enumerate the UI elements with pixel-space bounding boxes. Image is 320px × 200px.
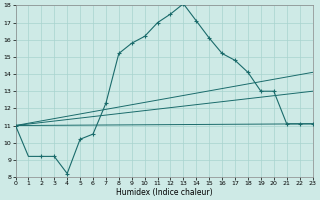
X-axis label: Humidex (Indice chaleur): Humidex (Indice chaleur) [116, 188, 212, 197]
